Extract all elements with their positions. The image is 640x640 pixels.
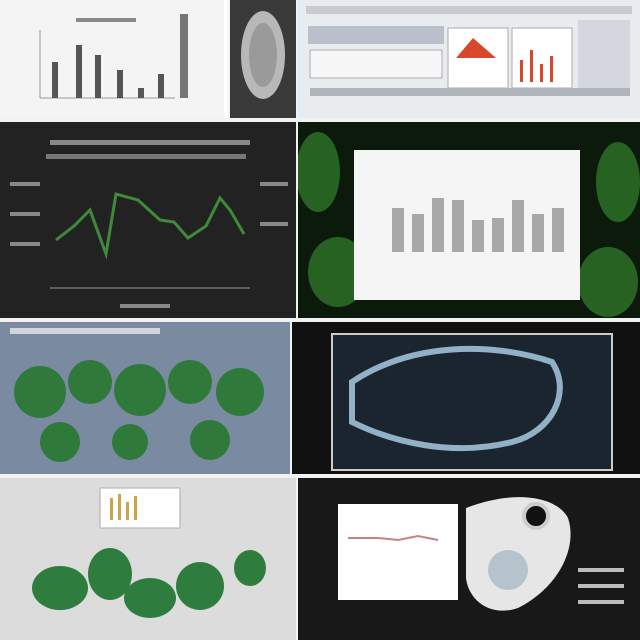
bar-stack (52, 45, 164, 98)
dashboard-image (298, 0, 640, 118)
line-chart (0, 122, 296, 318)
panel-specimen-photo (230, 0, 296, 118)
panel-bar-chart-thumbnail (0, 0, 228, 118)
panel-3d-plant-model (0, 478, 296, 640)
specimen-image (230, 0, 296, 118)
chart-card (354, 150, 580, 300)
panel-line-chart (0, 122, 296, 318)
window-titlebar (306, 6, 632, 14)
scrollbar[interactable] (180, 14, 188, 98)
panel-xray-specimen (292, 322, 640, 474)
chart-title-blur (76, 18, 136, 22)
microscope-image (298, 478, 640, 640)
panel-microscope-screen (298, 478, 640, 640)
foliage-bar-chart (298, 122, 640, 318)
tissue-image (0, 322, 290, 474)
small-bar-chart (0, 0, 224, 118)
plant-model-image (0, 478, 296, 640)
status-bar (310, 88, 630, 96)
xray-image (292, 322, 640, 474)
panel-plant-tissue (0, 322, 290, 474)
panel-dashboard-window (298, 0, 640, 118)
series-line (55, 192, 246, 260)
panel-bar-chart-foliage (298, 122, 640, 318)
